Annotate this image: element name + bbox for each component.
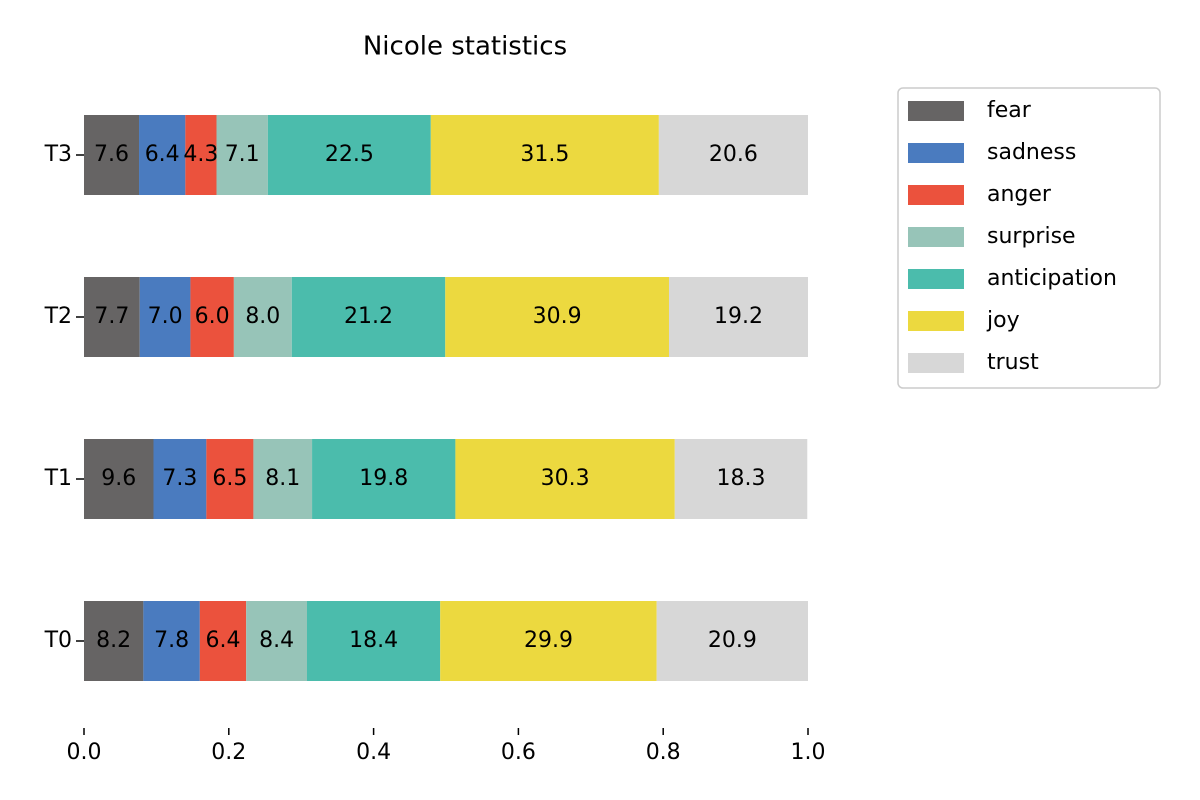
legend-label: joy	[986, 308, 1020, 333]
y-tick-label: T1	[44, 466, 72, 491]
bar-segment	[139, 115, 186, 195]
bar-segment	[216, 115, 268, 195]
value-label: 19.8	[359, 466, 408, 491]
chart-title: Nicole statistics	[363, 32, 567, 62]
value-label: 8.0	[245, 304, 280, 329]
value-label: 30.9	[533, 304, 582, 329]
bar-segment	[190, 277, 234, 357]
legend-swatch	[908, 311, 964, 331]
value-label: 6.4	[145, 142, 180, 167]
value-label: 19.2	[714, 304, 763, 329]
legend-swatch	[908, 353, 964, 373]
legend-swatch	[908, 227, 964, 247]
value-label: 7.1	[225, 142, 260, 167]
value-label: 20.6	[709, 142, 758, 167]
bar-segment	[139, 277, 191, 357]
bar-segment	[312, 439, 456, 519]
value-label: 4.3	[183, 142, 218, 167]
value-label: 7.8	[154, 628, 189, 653]
bar-segment	[153, 439, 207, 519]
legend-label: fear	[987, 98, 1032, 123]
value-label: 21.2	[344, 304, 393, 329]
legend-label: anger	[987, 182, 1052, 207]
x-tick-label: 0.0	[67, 740, 102, 765]
bar-segment	[253, 439, 313, 519]
bar-segment	[84, 601, 144, 681]
bar-segment	[430, 115, 659, 195]
legend-label: trust	[987, 350, 1039, 375]
value-label: 8.4	[259, 628, 294, 653]
value-label: 8.1	[265, 466, 300, 491]
legend-swatch	[908, 143, 964, 163]
legend-swatch	[908, 101, 964, 121]
bar-segment	[185, 115, 217, 195]
value-label: 6.5	[212, 466, 247, 491]
bar-segment	[267, 115, 431, 195]
bar-segment	[84, 439, 154, 519]
bar-segment	[306, 601, 441, 681]
value-label: 18.3	[717, 466, 766, 491]
value-label: 7.7	[94, 304, 129, 329]
bar-segment	[668, 277, 808, 357]
value-label: 6.0	[195, 304, 230, 329]
value-label: 9.6	[101, 466, 136, 491]
bar-segment	[658, 115, 808, 195]
value-label: 20.9	[708, 628, 757, 653]
bar-segment	[199, 601, 247, 681]
x-tick-label: 0.6	[501, 740, 536, 765]
x-tick-label: 1.0	[791, 740, 826, 765]
legend-label: surprise	[987, 224, 1076, 249]
value-label: 31.5	[520, 142, 569, 167]
value-label: 29.9	[524, 628, 573, 653]
value-label: 8.2	[96, 628, 131, 653]
value-label: 22.5	[325, 142, 374, 167]
bar-segment	[84, 277, 140, 357]
bar-segment	[674, 439, 808, 519]
bar-segment	[291, 277, 446, 357]
bar-segment	[445, 277, 669, 357]
bar-segment	[143, 601, 200, 681]
bar-segment	[233, 277, 292, 357]
value-label: 7.0	[148, 304, 183, 329]
bar-segment	[206, 439, 254, 519]
legend-label: anticipation	[987, 266, 1117, 291]
y-tick-label: T0	[44, 628, 72, 653]
bar-segment	[84, 115, 140, 195]
legend-swatch	[908, 185, 964, 205]
bar-segment	[656, 601, 808, 681]
value-label: 7.3	[162, 466, 197, 491]
x-tick-label: 0.4	[356, 740, 391, 765]
legend-label: sadness	[987, 140, 1076, 165]
x-tick-label: 0.8	[646, 740, 681, 765]
value-label: 30.3	[541, 466, 590, 491]
value-label: 6.4	[206, 628, 241, 653]
value-label: 18.4	[349, 628, 398, 653]
bar-segment	[246, 601, 307, 681]
bar-segment	[455, 439, 675, 519]
y-tick-label: T2	[44, 304, 72, 329]
bar-segment	[440, 601, 657, 681]
x-tick-label: 0.2	[211, 740, 246, 765]
legend-swatch	[908, 269, 964, 289]
value-label: 7.6	[94, 142, 129, 167]
y-tick-label: T3	[44, 142, 72, 167]
